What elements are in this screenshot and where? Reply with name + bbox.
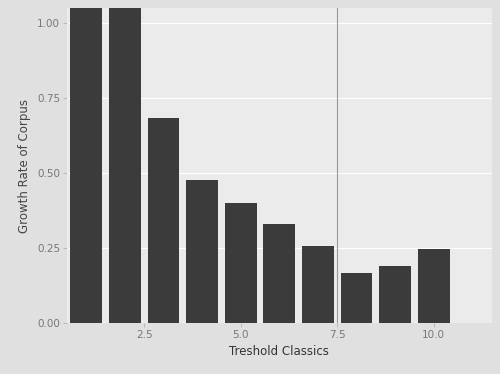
- Bar: [340, 273, 372, 323]
- Bar: [148, 117, 180, 323]
- Bar: [418, 249, 450, 323]
- Y-axis label: Growth Rate of Corpus: Growth Rate of Corpus: [18, 98, 32, 233]
- Bar: [380, 266, 411, 323]
- Bar: [225, 203, 256, 323]
- Bar: [302, 246, 334, 323]
- Bar: [109, 8, 140, 323]
- Bar: [70, 8, 102, 323]
- X-axis label: Treshold Classics: Treshold Classics: [230, 345, 329, 358]
- Bar: [264, 224, 295, 323]
- Bar: [186, 181, 218, 323]
